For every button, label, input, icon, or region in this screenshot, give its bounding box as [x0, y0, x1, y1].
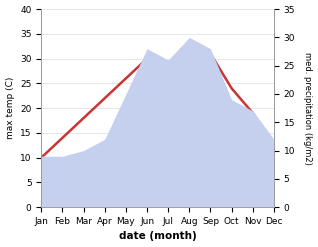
Y-axis label: med. precipitation (kg/m2): med. precipitation (kg/m2)	[303, 52, 313, 165]
Y-axis label: max temp (C): max temp (C)	[5, 77, 15, 139]
X-axis label: date (month): date (month)	[119, 231, 197, 242]
